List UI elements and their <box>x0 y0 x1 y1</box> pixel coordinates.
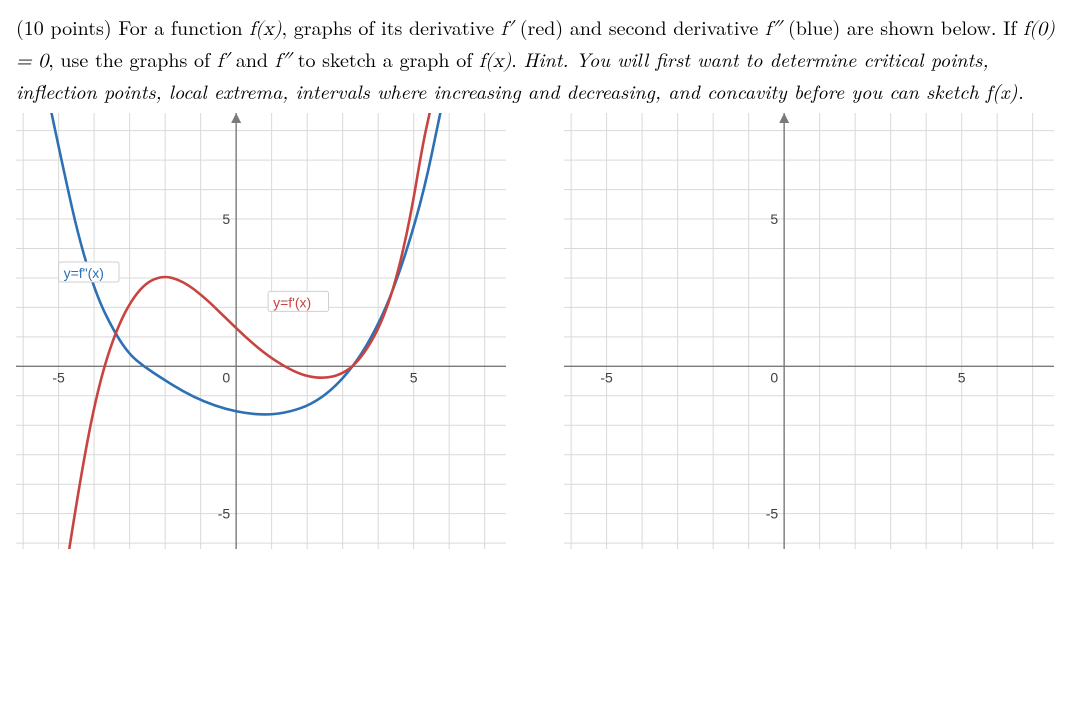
text-mid6: to sketch a graph of <box>291 44 479 73</box>
math-fpp2: f″ <box>275 51 291 71</box>
svg-text:-5: -5 <box>52 369 65 385</box>
text-mid7: . <box>511 44 523 73</box>
svg-text:y=f'(x): y=f'(x) <box>273 294 311 310</box>
text-mid2: (red) and second derivative <box>513 12 765 41</box>
label-fpp: y=f"(x) <box>59 262 119 282</box>
svg-text:5: 5 <box>958 369 966 385</box>
svg-text:-5: -5 <box>766 506 779 522</box>
svg-text:-5: -5 <box>218 506 231 522</box>
svg-text:0: 0 <box>770 369 778 385</box>
text-prefix: (10 points) For a function <box>16 12 249 41</box>
text-mid5: and <box>229 44 275 73</box>
label-fp: y=f'(x) <box>268 291 328 311</box>
svg-text:y=f"(x): y=f"(x) <box>64 265 104 281</box>
math-fx: f(x) <box>249 19 281 39</box>
svg-text:-5: -5 <box>600 369 613 385</box>
math-fpp: f″ <box>765 19 781 39</box>
math-fp: f′ <box>501 19 513 39</box>
problem-text: (10 points) For a function f(x), graphs … <box>16 12 1058 105</box>
text-mid1: , graphs of its derivative <box>282 12 501 41</box>
svg-text:5: 5 <box>222 211 230 227</box>
svg-text:5: 5 <box>410 369 418 385</box>
svg-text:5: 5 <box>770 211 778 227</box>
chart-blank: -5 0 5 -5 5 <box>564 113 1054 549</box>
charts-row: -5 0 5 -5 5 y=f"(x) y=f'(x) -5 0 5 -5 5 <box>16 113 1058 549</box>
text-mid4: , use the graphs of <box>48 44 217 73</box>
svg-text:0: 0 <box>222 369 230 385</box>
chart-derivatives: -5 0 5 -5 5 y=f"(x) y=f'(x) <box>16 113 506 549</box>
text-mid3: (blue) are shown below. If <box>781 12 1023 41</box>
math-fp2: f′ <box>217 51 229 71</box>
math-fx2: f(x) <box>479 51 511 71</box>
